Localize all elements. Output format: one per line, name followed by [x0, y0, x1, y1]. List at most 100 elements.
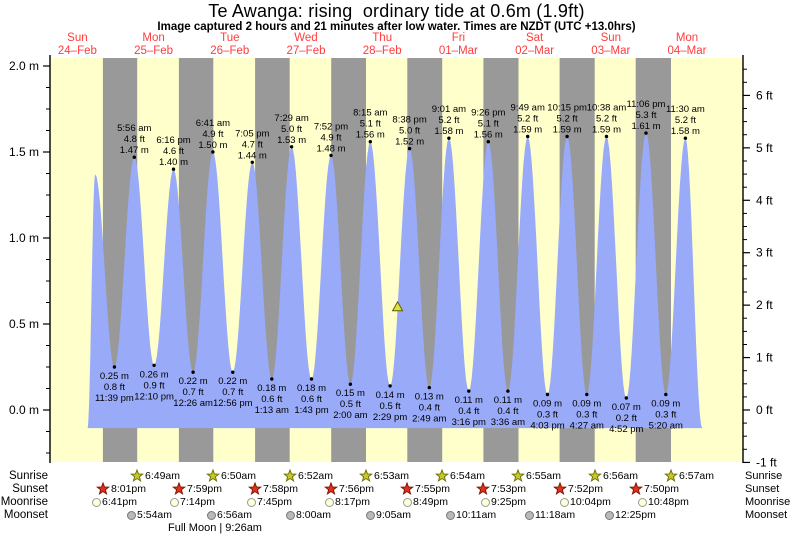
sunset-star-icon — [324, 482, 338, 496]
low-tide-label: 0.09 m 0.3 ft 4:03 pm — [530, 399, 564, 432]
high-tide-label: 8:15 am 5.1 ft 1.56 m — [353, 108, 387, 141]
moonrise-circle-icon — [481, 497, 490, 507]
sunset-star-icon — [172, 482, 186, 496]
high-tide-label: 5:56 am 4.8 ft 1.47 m — [117, 123, 151, 156]
left-axis-label: 0.5 m — [9, 317, 39, 331]
tide-extreme-dot — [211, 150, 215, 154]
day-label: Mon 04–Mar — [668, 32, 707, 57]
current-tide-marker — [391, 300, 404, 312]
sunset-event: 7:50pm — [629, 482, 679, 496]
moonrise-event: 9:25pm — [481, 495, 526, 509]
sunset-time: 7:59pm — [187, 483, 223, 495]
sunset-event: 7:52pm — [553, 482, 603, 496]
moonrise-time: 7:45pm — [257, 496, 293, 508]
sunset-time: 7:58pm — [263, 483, 299, 495]
sunrise-time: 6:53am — [374, 470, 410, 482]
full-moon-note: Full Moon | 9:26am — [168, 522, 262, 534]
moonrise-event: 10:04pm — [560, 495, 611, 509]
low-tide-label: 0.14 m 0.5 ft 2:29 pm — [373, 390, 407, 423]
high-tide-label: 11:06 pm 5.3 ft 1.61 m — [627, 99, 666, 132]
moonset-time: 11:18am — [535, 509, 576, 521]
moonrise-event: 8:49pm — [403, 495, 448, 509]
sunset-star-icon — [248, 482, 262, 496]
day-label: Wed 27–Feb — [286, 32, 325, 57]
moonrise-event: 8:17pm — [325, 495, 370, 509]
sunset-label-left: Sunset — [12, 483, 48, 495]
sunrise-time: 6:49am — [145, 470, 181, 482]
tide-extreme-dot — [407, 146, 412, 151]
moonrise-time: 9:25pm — [491, 496, 527, 508]
high-tide-label: 6:16 pm 4.6 ft 1.40 m — [156, 135, 190, 168]
moonset-event: 5:54am — [127, 508, 172, 522]
tide-extreme-dot — [624, 396, 628, 400]
sunrise-star-icon — [664, 469, 678, 483]
right-axis-label: 6 ft — [756, 88, 773, 102]
moonrise-event: 7:45pm — [247, 495, 292, 509]
tide-extreme-dot — [309, 377, 314, 381]
sunset-row: Sunset Sunset 8:01pm 7:59pm 7:58pm 7:56pm 7:… — [0, 482, 793, 496]
moonrise-label-right: Moonrise — [745, 496, 791, 508]
day-label: Sat 02–Mar — [515, 32, 554, 57]
low-tide-label: 0.22 m 0.7 ft 12:26 am — [173, 376, 213, 409]
high-tide-label: 7:52 pm 4.9 ft 1.48 m — [314, 121, 348, 154]
tide-extreme-dot — [329, 153, 333, 158]
low-tide-label: 0.13 m 0.4 ft 2:49 am — [412, 392, 446, 425]
tide-extreme-dot — [506, 389, 510, 393]
moonset-circle-icon — [446, 510, 455, 520]
left-axis-label: 0.0 m — [9, 403, 39, 417]
low-tide-label: 0.22 m 0.7 ft 12:56 pm — [213, 376, 253, 409]
moonset-circle-icon — [286, 510, 295, 520]
low-tide-label: 0.11 m 0.4 ft 3:36 am — [491, 395, 525, 428]
sunset-star-icon — [400, 482, 414, 496]
tide-extreme-dot — [526, 134, 530, 139]
low-tide-label: 0.18 m 0.6 ft 1:13 am — [255, 383, 289, 416]
sunrise-star-icon — [206, 469, 220, 483]
tide-extreme-dot — [585, 392, 589, 397]
sunset-event: 8:01pm — [96, 482, 146, 496]
moonrise-time: 10:04pm — [570, 496, 611, 508]
tide-extreme-dot — [171, 167, 176, 171]
sunset-event: 7:59pm — [172, 482, 222, 496]
sunrise-time: 6:50am — [221, 470, 257, 482]
moonset-row: Moonset Moonset 5:54am 6:56am 8:00am 9:05am… — [0, 509, 793, 522]
sunset-time: 7:56pm — [339, 483, 375, 495]
page-subtitle: Image captured 2 hours and 21 minutes af… — [157, 21, 636, 33]
sunset-time: 7:53pm — [491, 483, 527, 495]
sunrise-time: 6:55am — [526, 470, 562, 482]
tide-extreme-dot — [152, 363, 156, 367]
moonrise-event: 6:41pm — [92, 495, 137, 509]
moonset-label-left: Moonset — [3, 509, 48, 521]
left-axis-label: 1.0 m — [9, 231, 39, 245]
sunrise-event: 6:55am — [511, 469, 561, 483]
sunset-event: 7:56pm — [324, 482, 374, 496]
right-axis-label: 0 ft — [756, 403, 773, 417]
moonrise-circle-icon — [325, 497, 334, 507]
tide-extreme-dot — [644, 131, 648, 135]
sunrise-star-icon — [511, 469, 525, 483]
moonset-circle-icon — [605, 510, 614, 520]
tide-extreme-dot — [112, 365, 117, 369]
moonset-time: 9:05am — [376, 509, 412, 521]
sunrise-event: 6:52am — [283, 469, 333, 483]
high-tide-label: 6:41 am 4.9 ft 1.50 m — [196, 118, 230, 151]
tide-extreme-dot — [467, 389, 471, 393]
sunset-star-icon — [553, 482, 567, 496]
sunrise-time: 6:57am — [679, 470, 715, 482]
moonrise-time: 6:41pm — [102, 496, 138, 508]
moonrise-event: 10:48pm — [638, 495, 689, 509]
day-label: Tue 26–Feb — [210, 32, 249, 57]
high-tide-label: 11:30 am 5.2 ft 1.58 m — [666, 104, 705, 137]
sunset-event: 7:53pm — [476, 482, 526, 496]
moonset-event: 11:18am — [525, 508, 575, 522]
tide-extreme-dot — [231, 370, 235, 374]
tide-extreme-dot — [447, 136, 451, 140]
sunrise-event: 6:50am — [206, 469, 256, 483]
moonrise-time: 10:48pm — [648, 496, 689, 508]
high-tide-label: 8:38 pm 5.0 ft 1.52 m — [392, 115, 426, 148]
sunrise-event: 6:56am — [588, 469, 638, 483]
moonset-time: 10:11am — [456, 509, 497, 521]
sunrise-time: 6:54am — [450, 470, 486, 482]
moonrise-circle-icon — [560, 497, 569, 507]
moonset-time: 5:54am — [137, 509, 173, 521]
sunset-time: 7:50pm — [644, 483, 680, 495]
